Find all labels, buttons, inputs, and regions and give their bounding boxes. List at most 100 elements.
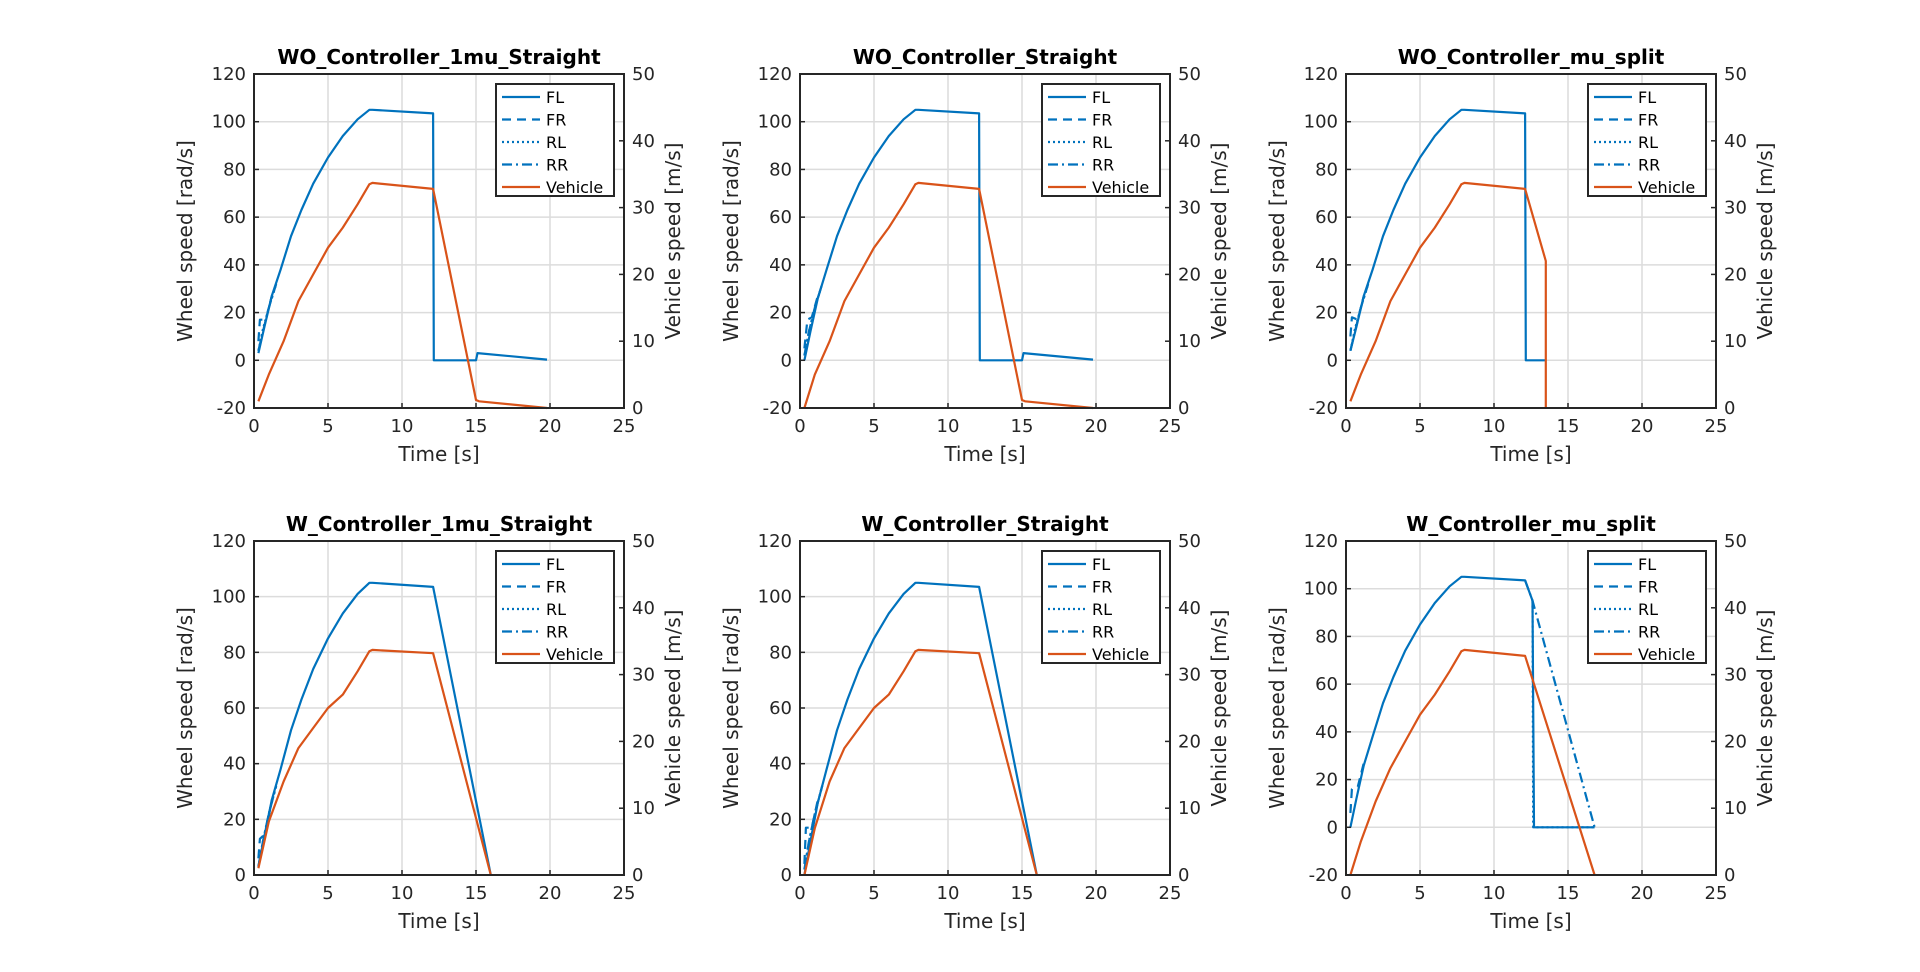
x-tick-label: 10 <box>391 883 414 904</box>
y-tick-label: 100 <box>758 112 792 133</box>
legend-label-rr: RR <box>1092 156 1114 175</box>
x-axis-label: Time [s] <box>1489 909 1571 933</box>
y2-tick-label: 20 <box>1178 731 1201 752</box>
y2-tick-label: 50 <box>632 531 655 552</box>
legend-label-rl: RL <box>1638 133 1658 152</box>
series-line-rl <box>1531 600 1595 829</box>
y-tick-label: 80 <box>223 642 246 663</box>
y2-tick-label: 10 <box>1178 331 1201 352</box>
axes-box <box>799 73 1171 409</box>
x-tick-label: 5 <box>322 883 333 904</box>
y2-tick-label: 0 <box>632 865 643 886</box>
legend: FL FR RL RR Vehicle <box>1587 83 1707 197</box>
x-tick-label: 15 <box>1557 416 1580 437</box>
chart-3: 0 5 10 15 20 25-2002040608010012001020304050W… <box>1265 45 1777 466</box>
y-tick-label: 80 <box>769 642 792 663</box>
y-tick-label: 0 <box>1327 350 1338 371</box>
y-tick-label: 20 <box>1315 770 1338 791</box>
y-tick-label: 100 <box>212 587 246 608</box>
y2-tick-label: 40 <box>632 131 655 152</box>
y-tick-label: -20 <box>763 398 792 419</box>
y2-tick-label: 20 <box>1178 264 1201 285</box>
series-line-vehicle <box>1349 181 1547 408</box>
legend-label-vehicle: Vehicle <box>1638 178 1695 197</box>
chart-4: 0 5 10 15 20 2502040608010012001020304050W_Co… <box>173 512 685 933</box>
y-axis-label: Wheel speed [rad/s] <box>719 140 743 342</box>
x-tick-label: 0 <box>248 883 259 904</box>
legend-box <box>1041 83 1161 197</box>
legend-label-rr: RR <box>1638 156 1660 175</box>
y2-tick-label: 40 <box>1178 131 1201 152</box>
legend-label-fl: FL <box>1092 555 1110 574</box>
y-tick-label: -20 <box>1309 398 1338 419</box>
legend-label-rr: RR <box>1638 623 1660 642</box>
y-tick-label: 40 <box>769 255 792 276</box>
x-axis-label: Time [s] <box>397 909 479 933</box>
legend-label-vehicle: Vehicle <box>1092 645 1149 664</box>
y-tick-label: 60 <box>223 207 246 228</box>
legend-label-rl: RL <box>1638 600 1658 619</box>
y-tick-label: 20 <box>1315 303 1338 324</box>
y-tick-label: 40 <box>1315 722 1338 743</box>
y-tick-label: 0 <box>235 865 246 886</box>
y2-tick-label: 0 <box>1724 865 1735 886</box>
x-tick-label: 20 <box>539 883 562 904</box>
y2-tick-label: 30 <box>1178 198 1201 219</box>
y2-tick-label: 30 <box>1178 665 1201 686</box>
chart-2: 0 5 10 15 20 25-2002040608010012001020304050W… <box>719 45 1231 466</box>
x-axis-label: Time [s] <box>397 442 479 466</box>
legend-label-vehicle: Vehicle <box>546 178 603 197</box>
x-tick-label: 5 <box>868 416 879 437</box>
y2-tick-label: 0 <box>632 398 643 419</box>
x-tick-label: 5 <box>1414 883 1425 904</box>
series-line-fr <box>803 295 819 349</box>
y2-tick-label: 50 <box>1178 531 1201 552</box>
legend-box <box>495 83 615 197</box>
x-tick-label: 0 <box>794 883 805 904</box>
y2-tick-label: 20 <box>1724 731 1747 752</box>
chart-title: WO_Controller_mu_split <box>1398 45 1665 69</box>
x-axis-label: Time [s] <box>943 442 1025 466</box>
legend-label-fr: FR <box>1092 111 1112 130</box>
x-tick-label: 25 <box>1705 883 1728 904</box>
y2-tick-label: 40 <box>1724 131 1747 152</box>
x-tick-label: 0 <box>1340 883 1351 904</box>
x-tick-label: 20 <box>1631 416 1654 437</box>
chart-6: 0 5 10 15 20 25-2002040608010012001020304050W… <box>1265 512 1777 933</box>
series-line-vehicle <box>257 181 548 410</box>
legend-label-rl: RL <box>1092 133 1112 152</box>
y2-axis-label: Vehicle speed [m/s] <box>1753 610 1777 807</box>
y-tick-label: 120 <box>212 531 246 552</box>
y-tick-label: 40 <box>1315 255 1338 276</box>
legend-label-fr: FR <box>546 111 566 130</box>
x-tick-label: 5 <box>1414 416 1425 437</box>
x-tick-label: 10 <box>1483 416 1506 437</box>
x-tick-label: 25 <box>613 416 636 437</box>
x-tick-label: 15 <box>1011 883 1034 904</box>
y-tick-label: 120 <box>212 64 246 85</box>
chart-title: W_Controller_Straight <box>861 512 1109 536</box>
series-line-vehicle <box>803 181 1094 410</box>
y-tick-label: 60 <box>769 698 792 719</box>
y2-tick-label: 20 <box>632 731 655 752</box>
y2-tick-label: 40 <box>632 598 655 619</box>
series-line-rr <box>1524 580 1596 828</box>
legend: FL FR RL RR Vehicle <box>1041 83 1161 197</box>
y-tick-label: 20 <box>769 809 792 830</box>
legend-label-rl: RL <box>546 133 566 152</box>
series-line-vehicle <box>1349 648 1596 876</box>
legend-label-vehicle: Vehicle <box>546 645 603 664</box>
y-tick-label: 60 <box>1315 207 1338 228</box>
legend-label-rr: RR <box>546 156 568 175</box>
legend-box <box>1041 550 1161 664</box>
legend-label-rr: RR <box>546 623 568 642</box>
x-tick-label: 0 <box>1340 416 1351 437</box>
y-tick-label: 40 <box>223 754 246 775</box>
legend-label-fr: FR <box>1638 578 1658 597</box>
y2-tick-label: 50 <box>632 64 655 85</box>
y-tick-label: 0 <box>235 350 246 371</box>
x-tick-label: 25 <box>1159 416 1182 437</box>
y2-tick-label: 30 <box>1724 198 1747 219</box>
y2-tick-label: 10 <box>632 331 655 352</box>
